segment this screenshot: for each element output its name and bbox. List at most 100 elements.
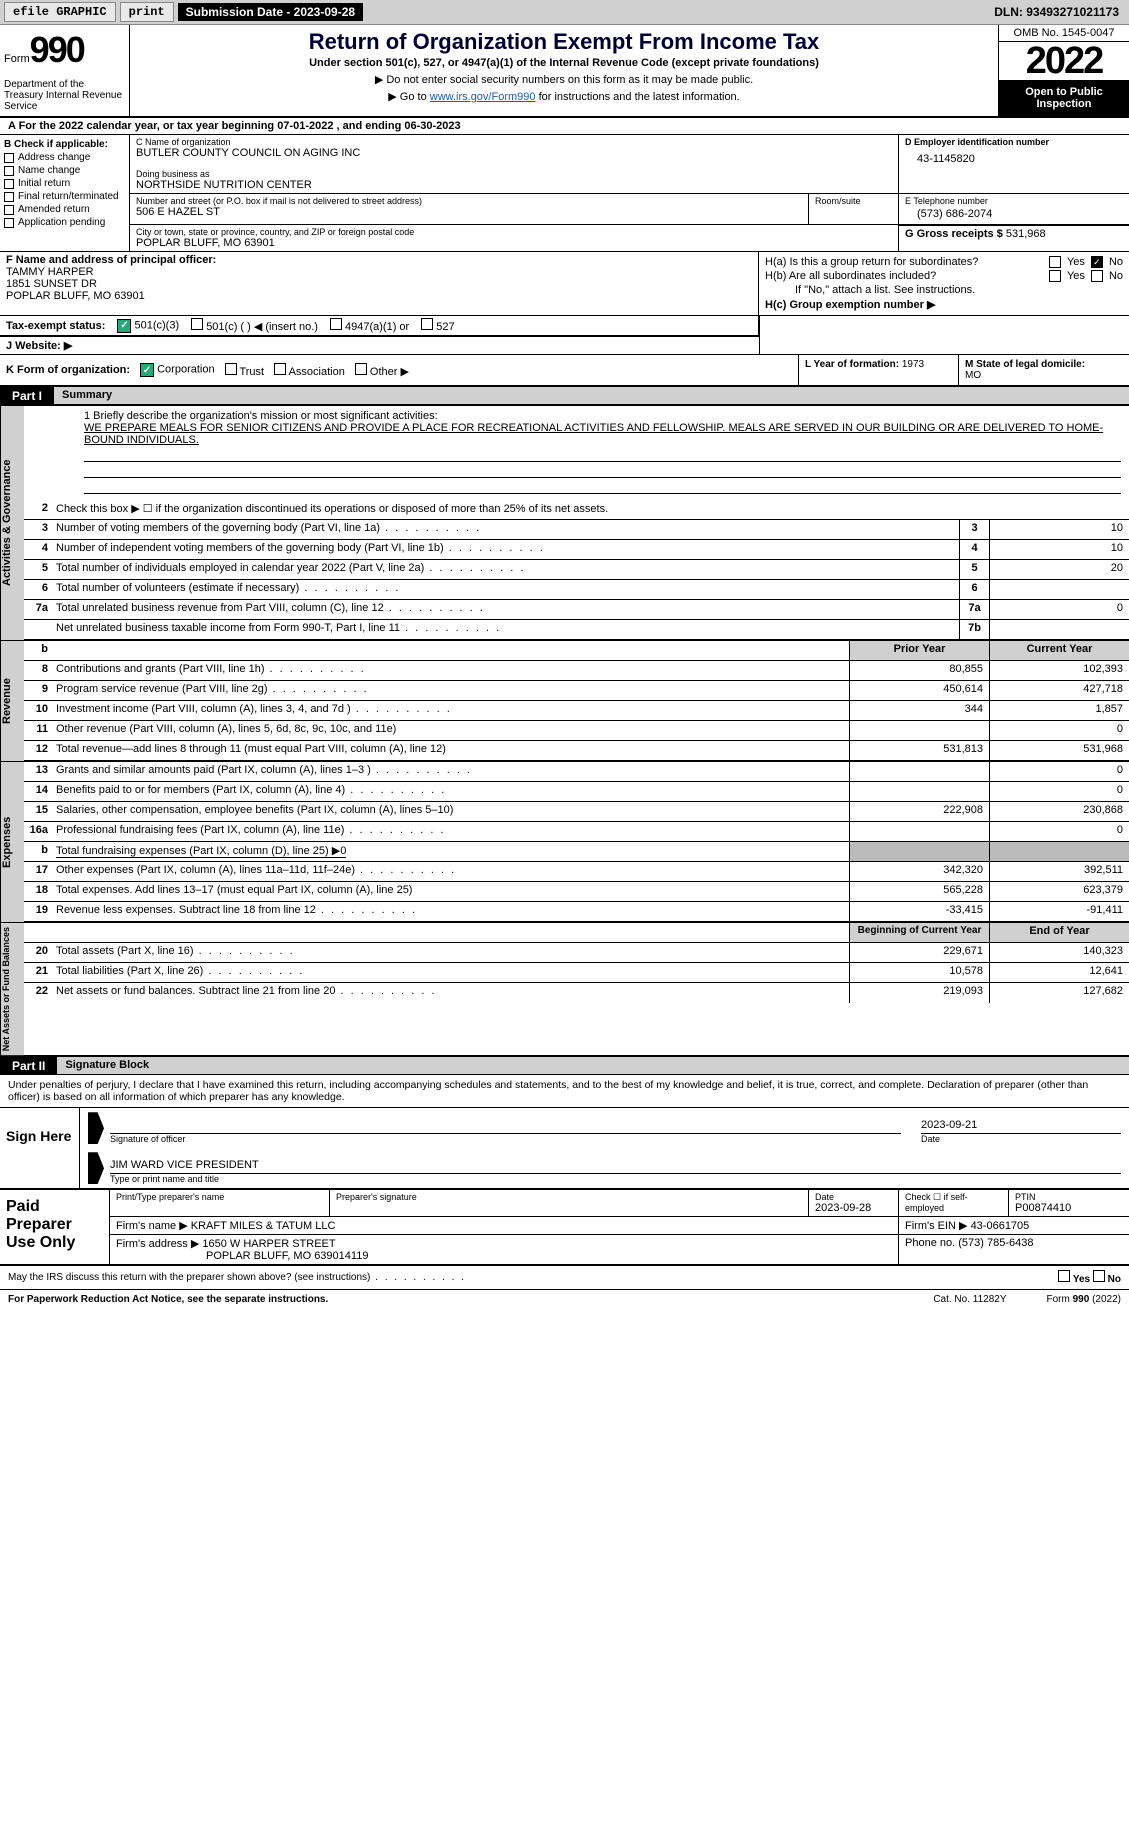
chk-application-pending[interactable]: [4, 218, 14, 228]
line-15-curr: 230,868: [989, 802, 1129, 821]
part-1-hdr: Part I: [0, 387, 54, 405]
ha-no[interactable]: ✓: [1091, 256, 1103, 268]
line-15: Salaries, other compensation, employee b…: [52, 802, 849, 821]
preparer-date: 2023-09-28: [815, 1202, 892, 1214]
line-13-curr: 0: [989, 762, 1129, 781]
chk-trust[interactable]: [225, 363, 237, 375]
preparer-sig-label: Preparer's signature: [336, 1192, 802, 1202]
end-year-hdr: End of Year: [989, 923, 1129, 942]
chk-name-change[interactable]: [4, 166, 14, 176]
net-assets-section: Net Assets or Fund Balances Beginning of…: [0, 922, 1129, 1057]
form-label: Form: [4, 53, 30, 65]
print-button[interactable]: print: [120, 2, 174, 22]
city-label: City or town, state or province, country…: [136, 227, 892, 237]
line-7b-val: [989, 620, 1129, 639]
cat-number: Cat. No. 11282Y: [933, 1294, 1006, 1305]
ein-value: 43-1145820: [905, 147, 1123, 171]
line-14: Benefits paid to or for members (Part IX…: [52, 782, 849, 801]
line-12-curr: 531,968: [989, 741, 1129, 760]
arrow-icon: [88, 1152, 104, 1184]
line-18: Total expenses. Add lines 13–17 (must eq…: [52, 882, 849, 901]
expenses-section: Expenses 13Grants and similar amounts pa…: [0, 761, 1129, 922]
mission-label: 1 Briefly describe the organization's mi…: [84, 410, 1121, 422]
ein-label: D Employer identification number: [905, 137, 1123, 147]
firm-addr1: 1650 W HARPER STREET: [202, 1238, 335, 1250]
form-number: 990: [30, 29, 84, 70]
org-name: BUTLER COUNTY COUNCIL ON AGING INC: [136, 147, 892, 159]
firm-ein: 43-0661705: [971, 1220, 1030, 1232]
line-22-prior: 219,093: [849, 983, 989, 1003]
line-16a-prior: [849, 822, 989, 841]
col-b-title: B Check if applicable:: [4, 139, 125, 150]
hc-label: H(c) Group exemption number ▶: [765, 298, 935, 311]
line-4: Number of independent voting members of …: [52, 540, 959, 559]
line-17-curr: 392,511: [989, 862, 1129, 881]
officer-signature-label: Signature of officer: [110, 1134, 901, 1144]
line-20-curr: 140,323: [989, 943, 1129, 962]
revenue-section: Revenue bPrior YearCurrent Year 8Contrib…: [0, 640, 1129, 761]
line-13: Grants and similar amounts paid (Part IX…: [52, 762, 849, 781]
line-19: Revenue less expenses. Subtract line 18 …: [52, 902, 849, 921]
begin-year-hdr: Beginning of Current Year: [849, 923, 989, 942]
dln: DLN: 93493271021173: [994, 5, 1125, 19]
activities-governance-section: Activities & Governance 1 Briefly descri…: [0, 405, 1129, 640]
line-8: Contributions and grants (Part VIII, lin…: [52, 661, 849, 680]
line-21: Total liabilities (Part X, line 26): [52, 963, 849, 982]
line-18-prior: 565,228: [849, 882, 989, 901]
discuss-no[interactable]: [1093, 1270, 1105, 1282]
line-21-curr: 12,641: [989, 963, 1129, 982]
hb-no[interactable]: [1091, 270, 1103, 282]
year-formation-label: L Year of formation:: [805, 359, 899, 370]
domicile-label: M State of legal domicile:: [965, 359, 1085, 370]
irs-link[interactable]: www.irs.gov/Form990: [430, 91, 536, 103]
city-value: POPLAR BLUFF, MO 63901: [136, 237, 892, 249]
discuss-yes[interactable]: [1058, 1270, 1070, 1282]
chk-other[interactable]: [355, 363, 367, 375]
line-6: Total number of volunteers (estimate if …: [52, 580, 959, 599]
preparer-name-label: Print/Type preparer's name: [116, 1192, 323, 1202]
sign-here-section: Sign Here Signature of officer 2023-09-2…: [0, 1108, 1129, 1190]
chk-corporation[interactable]: ✓: [140, 363, 154, 377]
mission-text: WE PREPARE MEALS FOR SENIOR CITIZENS AND…: [84, 422, 1121, 446]
part-1-title: Summary: [54, 387, 1129, 405]
chk-4947[interactable]: [330, 318, 342, 330]
line-16b-prior: [849, 842, 989, 861]
line-8-prior: 80,855: [849, 661, 989, 680]
chk-501c3[interactable]: ✓: [117, 319, 131, 333]
room-label: Room/suite: [809, 194, 899, 224]
chk-527[interactable]: [421, 318, 433, 330]
line-19-prior: -33,415: [849, 902, 989, 921]
paperwork-notice: For Paperwork Reduction Act Notice, see …: [8, 1294, 328, 1305]
chk-address-change[interactable]: [4, 153, 14, 163]
may-discuss: May the IRS discuss this return with the…: [8, 1272, 466, 1283]
line-9: Program service revenue (Part VIII, line…: [52, 681, 849, 700]
line-2: Check this box ▶ ☐ if the organization d…: [52, 500, 1129, 519]
chk-amended[interactable]: [4, 205, 14, 215]
firm-addr2: POPLAR BLUFF, MO 639014119: [116, 1250, 368, 1262]
line-17: Other expenses (Part IX, column (A), lin…: [52, 862, 849, 881]
hb-label: H(b) Are all subordinates included?: [765, 270, 936, 282]
sidebar-activities: Activities & Governance: [0, 406, 24, 640]
form-note-2: ▶ Go to www.irs.gov/Form990 for instruct…: [136, 90, 992, 103]
chk-501c[interactable]: [191, 318, 203, 330]
chk-association[interactable]: [274, 363, 286, 375]
sign-here-label: Sign Here: [0, 1108, 80, 1188]
sidebar-revenue: Revenue: [0, 641, 24, 761]
ha-yes[interactable]: [1049, 256, 1061, 268]
self-employed-check: Check ☐ if self-employed: [899, 1190, 1009, 1216]
firm-phone: (573) 785-6438: [958, 1237, 1033, 1249]
chk-final-return[interactable]: [4, 192, 14, 202]
line-14-prior: [849, 782, 989, 801]
prior-year-hdr: Prior Year: [849, 641, 989, 660]
row-a-period: A For the 2022 calendar year, or tax yea…: [0, 118, 1129, 135]
chk-initial-return[interactable]: [4, 179, 14, 189]
line-18-curr: 623,379: [989, 882, 1129, 901]
line-6-val: [989, 580, 1129, 599]
form-footer: Form 990 (2022): [1047, 1294, 1121, 1305]
year-formation: 1973: [902, 359, 924, 370]
open-public-label: Open to Public Inspection: [999, 80, 1129, 116]
line-11: Other revenue (Part VIII, column (A), li…: [52, 721, 849, 740]
line-7a: Total unrelated business revenue from Pa…: [52, 600, 959, 619]
hb-yes[interactable]: [1049, 270, 1061, 282]
line-7a-val: 0: [989, 600, 1129, 619]
